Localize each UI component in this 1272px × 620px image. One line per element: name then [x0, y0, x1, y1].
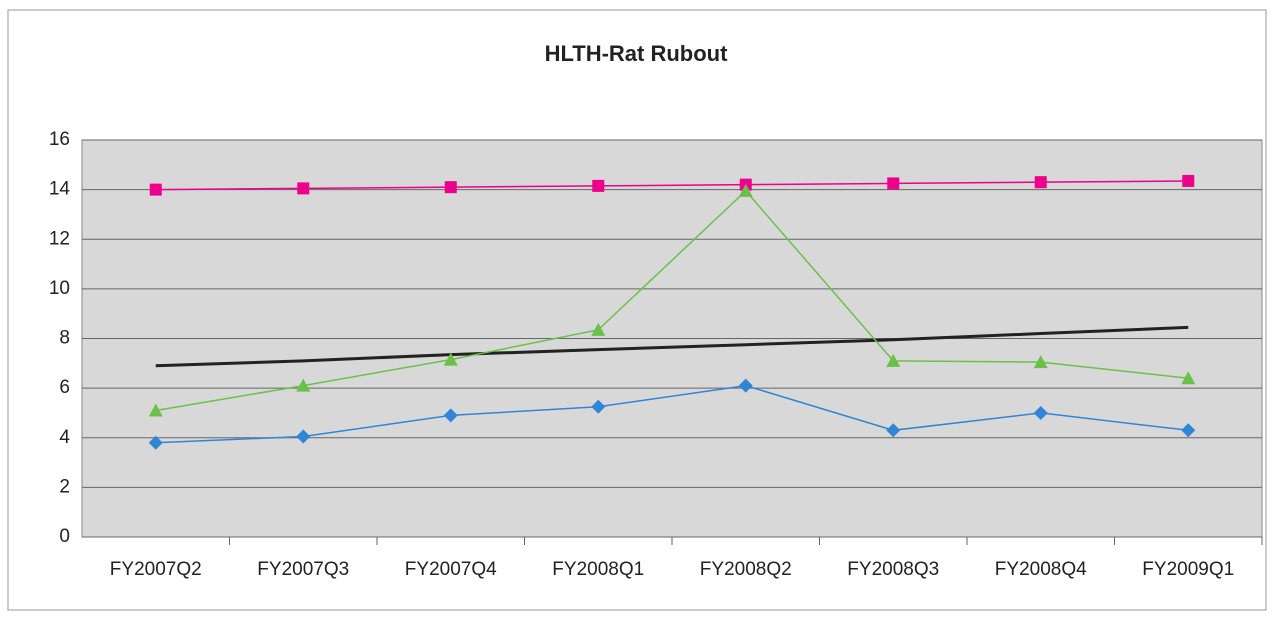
marker [887, 177, 900, 190]
y-tick-label: 4 [59, 427, 70, 448]
marker [443, 408, 458, 423]
x-tick-label: FY2008Q2 [700, 559, 792, 580]
x-tick-label: FY2007Q2 [110, 559, 202, 580]
marker [738, 183, 753, 197]
marker [886, 423, 901, 438]
y-tick-label: 2 [59, 476, 70, 497]
x-tick-label: FY2007Q4 [405, 559, 497, 580]
y-tick-label: 8 [59, 328, 70, 349]
marker [1182, 174, 1195, 187]
marker [1033, 355, 1048, 369]
marker [591, 322, 606, 336]
y-tick-label: 6 [59, 377, 70, 398]
series-line [155, 180, 1189, 191]
marker [297, 182, 310, 195]
x-tick-label: FY2009Q1 [1142, 559, 1234, 580]
marker [1181, 423, 1196, 438]
marker [444, 181, 457, 194]
marker [296, 378, 311, 392]
marker [886, 353, 901, 367]
marker [149, 183, 162, 196]
marker [738, 378, 753, 393]
y-tick-label: 12 [49, 228, 70, 249]
x-tick-label: FY2008Q4 [995, 559, 1087, 580]
marker [591, 399, 606, 414]
marker [1034, 176, 1047, 189]
marker [148, 403, 163, 417]
chart-title: HLTH-Rat Rubout [545, 41, 729, 66]
y-tick-label: 0 [59, 526, 70, 547]
marker [1181, 371, 1196, 385]
x-tick-label: FY2008Q3 [847, 559, 939, 580]
marker [592, 179, 605, 192]
series-line [155, 384, 1189, 444]
marker [443, 352, 458, 366]
y-tick-label: 10 [49, 278, 70, 299]
x-tick-label: FY2008Q1 [552, 559, 644, 580]
marker [148, 435, 163, 450]
y-tick-label: 14 [49, 179, 71, 200]
marker [1033, 405, 1048, 420]
x-tick-label: FY2007Q3 [257, 559, 349, 580]
series-line [155, 325, 1189, 368]
marker [296, 429, 311, 444]
series-line [155, 189, 1189, 412]
y-tick-label: 16 [49, 129, 70, 150]
